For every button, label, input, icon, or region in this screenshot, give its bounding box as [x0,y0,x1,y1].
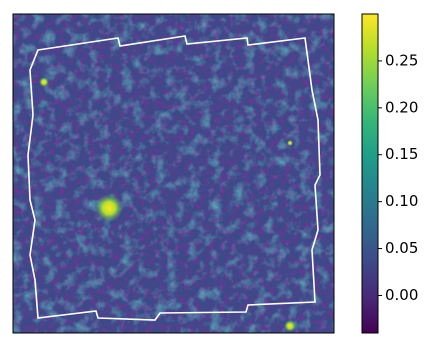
colorbar-tick-label: 0.20 [385,98,418,116]
heatmap-image [13,14,334,333]
colorbar-tick-label: 0.05 [385,239,418,257]
bright-spot [284,320,296,332]
colorbar [361,13,379,334]
colorbar-tick-label: 0.10 [385,192,418,210]
bright-spot [287,140,293,146]
footprint-outline [27,35,321,321]
colorbar-tick-label: 0.00 [385,286,418,304]
plot-frame [12,13,335,334]
colorbar-tick-label: 0.25 [385,51,418,69]
bright-spot [39,77,49,87]
colorbar-tick-label: 0.15 [385,145,418,163]
bright-spot [95,194,123,222]
image-texture [13,14,334,333]
